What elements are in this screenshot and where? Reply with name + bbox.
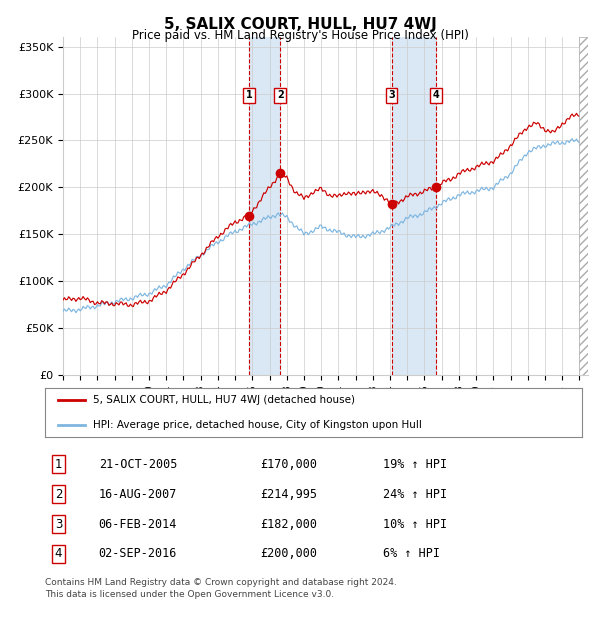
Text: 1: 1 [245,91,253,100]
Text: 2: 2 [55,487,62,500]
Bar [580,37,588,375]
Text: 4: 4 [55,547,62,560]
Text: HPI: Average price, detached house, City of Kingston upon Hull: HPI: Average price, detached house, City… [94,420,422,430]
Text: 24% ↑ HPI: 24% ↑ HPI [383,487,448,500]
Text: This data is licensed under the Open Government Licence v3.0.: This data is licensed under the Open Gov… [45,590,334,600]
Text: 19% ↑ HPI: 19% ↑ HPI [383,458,448,471]
Bar [392,37,436,375]
Text: 4: 4 [433,91,439,100]
Text: 5, SALIX COURT, HULL, HU7 4WJ (detached house): 5, SALIX COURT, HULL, HU7 4WJ (detached … [94,395,355,405]
Text: £182,000: £182,000 [260,518,317,531]
Text: Contains HM Land Registry data © Crown copyright and database right 2024.: Contains HM Land Registry data © Crown c… [45,578,397,587]
Text: £214,995: £214,995 [260,487,317,500]
Text: 16-AUG-2007: 16-AUG-2007 [98,487,177,500]
Text: £200,000: £200,000 [260,547,317,560]
Text: 5, SALIX COURT, HULL, HU7 4WJ: 5, SALIX COURT, HULL, HU7 4WJ [164,17,436,32]
Text: 3: 3 [55,518,62,531]
Text: 6% ↑ HPI: 6% ↑ HPI [383,547,440,560]
Text: £170,000: £170,000 [260,458,317,471]
Text: 21-OCT-2005: 21-OCT-2005 [98,458,177,471]
Text: 2: 2 [277,91,284,100]
Text: 1: 1 [55,458,62,471]
Text: 10% ↑ HPI: 10% ↑ HPI [383,518,448,531]
Text: Price paid vs. HM Land Registry's House Price Index (HPI): Price paid vs. HM Land Registry's House … [131,29,469,42]
Text: 02-SEP-2016: 02-SEP-2016 [98,547,177,560]
Bar [249,37,280,375]
Text: 06-FEB-2014: 06-FEB-2014 [98,518,177,531]
Text: 3: 3 [388,91,395,100]
